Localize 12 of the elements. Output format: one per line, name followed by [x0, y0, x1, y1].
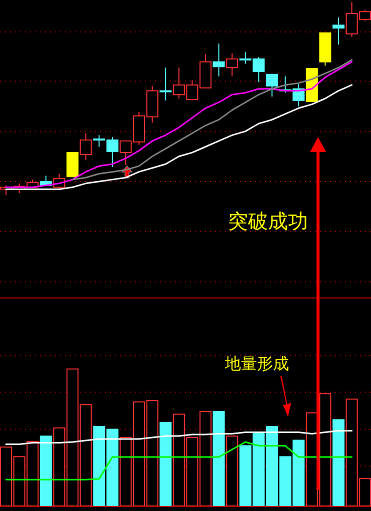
candlestick — [332, 16, 344, 45]
bar — [212, 410, 225, 506]
bar — [226, 436, 238, 506]
bar — [40, 436, 52, 506]
text: 突破成功 — [228, 209, 308, 233]
bar — [332, 419, 344, 506]
annotation: 地量形成 — [224, 354, 289, 373]
candlestick — [160, 67, 172, 101]
candlestick — [226, 52, 238, 77]
candlestick — [212, 42, 225, 77]
bar — [160, 422, 172, 506]
candlestick — [80, 132, 92, 161]
